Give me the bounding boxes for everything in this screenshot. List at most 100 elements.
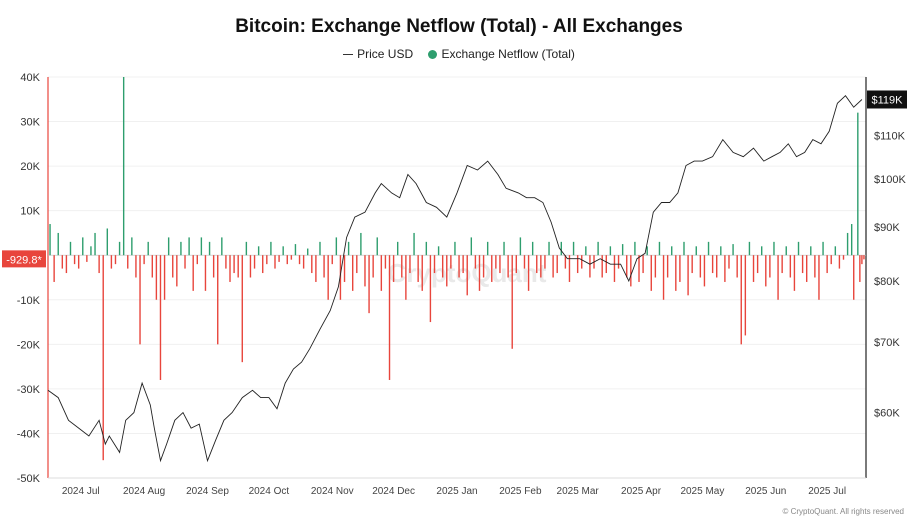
y-right-tick-label: $70K [874, 337, 900, 349]
netflow-bar [274, 255, 276, 269]
netflow-bar [270, 241, 272, 256]
netflow-bar [531, 241, 534, 256]
x-tick-label: 2024 Nov [311, 486, 354, 497]
y-left-tick-label: -30K [17, 384, 41, 396]
netflow-bar [155, 255, 158, 300]
netflow-bar [433, 255, 436, 274]
netflow-bar [241, 255, 243, 363]
netflow-bar [196, 255, 198, 265]
netflow-bar [519, 237, 522, 256]
netflow-bar [396, 241, 399, 256]
netflow-bar [695, 246, 697, 256]
netflow-bar [675, 255, 677, 291]
y-left-tick-label: -10K [17, 295, 41, 307]
netflow-bar [842, 255, 845, 260]
netflow-bar [850, 224, 853, 256]
netflow-bar [356, 255, 358, 274]
netflow-bar [110, 255, 113, 269]
netflow-bar [376, 237, 378, 256]
netflow-bar [352, 255, 354, 291]
netflow-bar [765, 255, 767, 287]
netflow-bar [462, 255, 464, 274]
netflow-bar [372, 255, 374, 278]
netflow-bar [621, 244, 624, 256]
netflow-bar [552, 255, 554, 278]
netflow-bar [229, 255, 231, 282]
netflow-bar [425, 241, 428, 256]
netflow-bar [278, 255, 280, 262]
legend-item-price[interactable]: Price USD [343, 47, 413, 61]
netflow-bar [818, 255, 820, 300]
netflow-bar [135, 255, 137, 278]
netflow-bar [789, 255, 792, 278]
netflow-bar [413, 232, 415, 256]
netflow-bar [57, 232, 59, 256]
netflow-bar [683, 241, 685, 256]
netflow-bar [793, 255, 796, 291]
netflow-bar [581, 255, 583, 269]
netflow-bar [470, 237, 473, 256]
netflow-bar [495, 255, 497, 269]
netflow-bar [589, 255, 591, 278]
netflow-bar [474, 255, 477, 269]
netflow-bar [253, 255, 256, 269]
x-tick-label: 2025 Jul [808, 486, 846, 497]
netflow-bar [859, 255, 861, 282]
x-tick-label: 2025 Apr [621, 486, 662, 497]
current-price-label: $119K [872, 94, 904, 106]
chart-legend: Price USD Exchange Netflow (Total) [0, 46, 918, 61]
netflow-bar [450, 255, 452, 269]
netflow-bar [106, 228, 109, 256]
netflow-bar [527, 255, 530, 291]
legend-label-netflow: Exchange Netflow (Total) [441, 46, 575, 61]
dot-swatch-icon [428, 50, 438, 60]
y-left-tick-label: -40K [17, 428, 41, 440]
netflow-bar [646, 246, 648, 256]
netflow-bar [736, 255, 738, 278]
netflow-bar [601, 255, 603, 278]
netflow-bar [294, 244, 297, 256]
netflow-bar [478, 255, 481, 291]
netflow-bar [176, 255, 178, 287]
netflow-bar [302, 255, 305, 269]
netflow-bar [286, 255, 288, 265]
legend-item-netflow[interactable]: Exchange Netflow (Total) [428, 46, 575, 61]
netflow-bar [597, 241, 599, 256]
netflow-bar [421, 255, 423, 291]
netflow-bar [409, 255, 411, 274]
netflow-bar [613, 255, 616, 282]
netflow-bar [102, 255, 104, 461]
netflow-bar [548, 241, 550, 256]
netflow-bar [801, 255, 804, 274]
netflow-bar [380, 255, 383, 291]
y-left-tick-label: 30K [20, 117, 40, 129]
netflow-bar [82, 237, 84, 256]
netflow-bar [720, 246, 722, 256]
x-tick-label: 2024 Dec [372, 486, 415, 497]
netflow-bar [638, 255, 640, 282]
y-right-tick-label: $90K [874, 222, 900, 234]
netflow-bar [773, 241, 775, 256]
netflow-bar [568, 255, 571, 282]
netflow-bar [544, 255, 546, 269]
netflow-bar [572, 241, 575, 256]
netflow-bar [830, 255, 832, 265]
netflow-bar [785, 246, 787, 256]
netflow-bar [319, 241, 321, 256]
legend-label-price: Price USD [357, 46, 414, 61]
netflow-bar [167, 237, 170, 256]
x-tick-label: 2025 Mar [557, 486, 600, 497]
netflow-bar [703, 255, 706, 287]
x-tick-label: 2024 Aug [123, 486, 165, 497]
netflow-bar [147, 241, 149, 256]
y-right-tick-label: $60K [874, 408, 900, 420]
netflow-bar [208, 241, 211, 256]
netflow-bar [131, 237, 133, 256]
netflow-bar [437, 246, 440, 256]
netflow-bar [204, 255, 207, 291]
netflow-bar [368, 255, 370, 314]
netflow-bar [347, 241, 350, 256]
y-left-tick-label: -20K [17, 339, 41, 351]
netflow-bar [282, 246, 284, 256]
netflow-bar [49, 224, 51, 256]
